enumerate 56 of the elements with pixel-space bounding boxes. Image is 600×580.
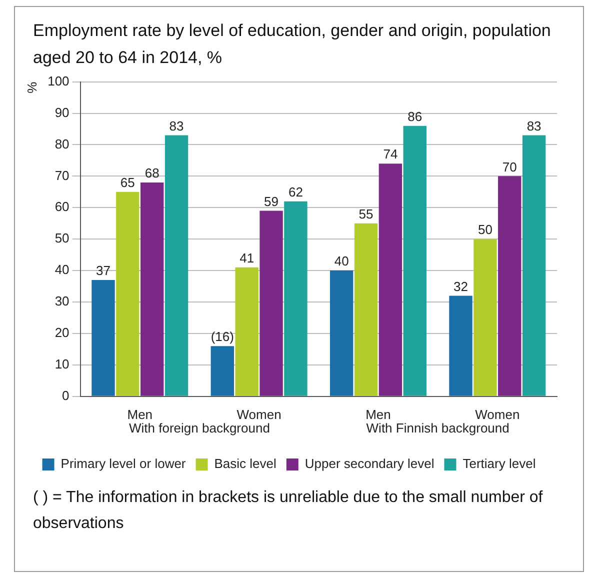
text: With foreign background: [129, 420, 270, 436]
legend-label: Basic level: [214, 456, 277, 472]
text: ( ) = The information in brackets is unreliable due to the small number of observations: [33, 488, 544, 534]
y-tick-label: 100: [48, 73, 70, 88]
y-tick-label: 80: [54, 136, 70, 152]
y-tick-label: 0: [62, 388, 70, 403]
data-label: 62: [288, 184, 303, 200]
y-tick-label: 90: [54, 104, 70, 120]
data-label: 83: [169, 118, 184, 134]
chart-title: Employment rate by level of education, gender and origin, population aged 20 to 64 in 2014, %: [33, 20, 552, 69]
data-label: 59: [264, 194, 279, 209]
data-label: 55: [358, 206, 374, 222]
legend-label: Tertiary level: [462, 456, 536, 472]
data-label: 65: [120, 174, 135, 190]
y-tick-label: 20: [54, 325, 70, 340]
y-tick-label: 70: [54, 168, 70, 183]
legend-label: Upper secondary level: [304, 456, 434, 472]
y-tick-label: 10: [54, 356, 70, 372]
data-label: 41: [240, 250, 254, 266]
x-tick-label: Women: [236, 406, 282, 422]
bar: [235, 267, 258, 396]
data-label: 32: [454, 278, 468, 294]
bar: [92, 280, 115, 396]
bar: [260, 210, 283, 396]
legend-label: Primary level or lower: [60, 456, 186, 472]
bar: [116, 192, 140, 396]
data-label: 83: [526, 118, 542, 134]
y-tick-label: 40: [54, 262, 70, 278]
y-tick-label: 50: [54, 230, 70, 246]
bar: [522, 135, 546, 396]
data-label: (16): [210, 329, 234, 344]
y-tick-label: 60: [54, 199, 70, 214]
y-tick-label: 30: [54, 294, 70, 309]
bar: [140, 182, 164, 396]
x-tick-label: Men: [127, 406, 153, 422]
bar: [474, 239, 497, 396]
x-tick-label: Men: [366, 406, 391, 422]
bar: [284, 201, 308, 396]
data-label: 68: [144, 166, 160, 181]
text: With Finnish background: [366, 420, 510, 436]
data-label: 70: [502, 159, 517, 174]
x-tick-label: Women: [475, 406, 520, 422]
data-label: 40: [334, 254, 349, 269]
bar: [449, 296, 472, 396]
data-label: 86: [408, 108, 422, 124]
bar: [354, 223, 378, 396]
bar: [498, 176, 522, 396]
data-label: 74: [383, 146, 398, 162]
data-label: 50: [478, 222, 492, 238]
bar: [210, 346, 234, 396]
bar: [403, 126, 426, 396]
bar: [330, 270, 354, 396]
data-label: 37: [96, 263, 110, 278]
bar: [378, 164, 402, 396]
bar: [164, 135, 188, 396]
y-axis-title: %: [24, 81, 40, 94]
